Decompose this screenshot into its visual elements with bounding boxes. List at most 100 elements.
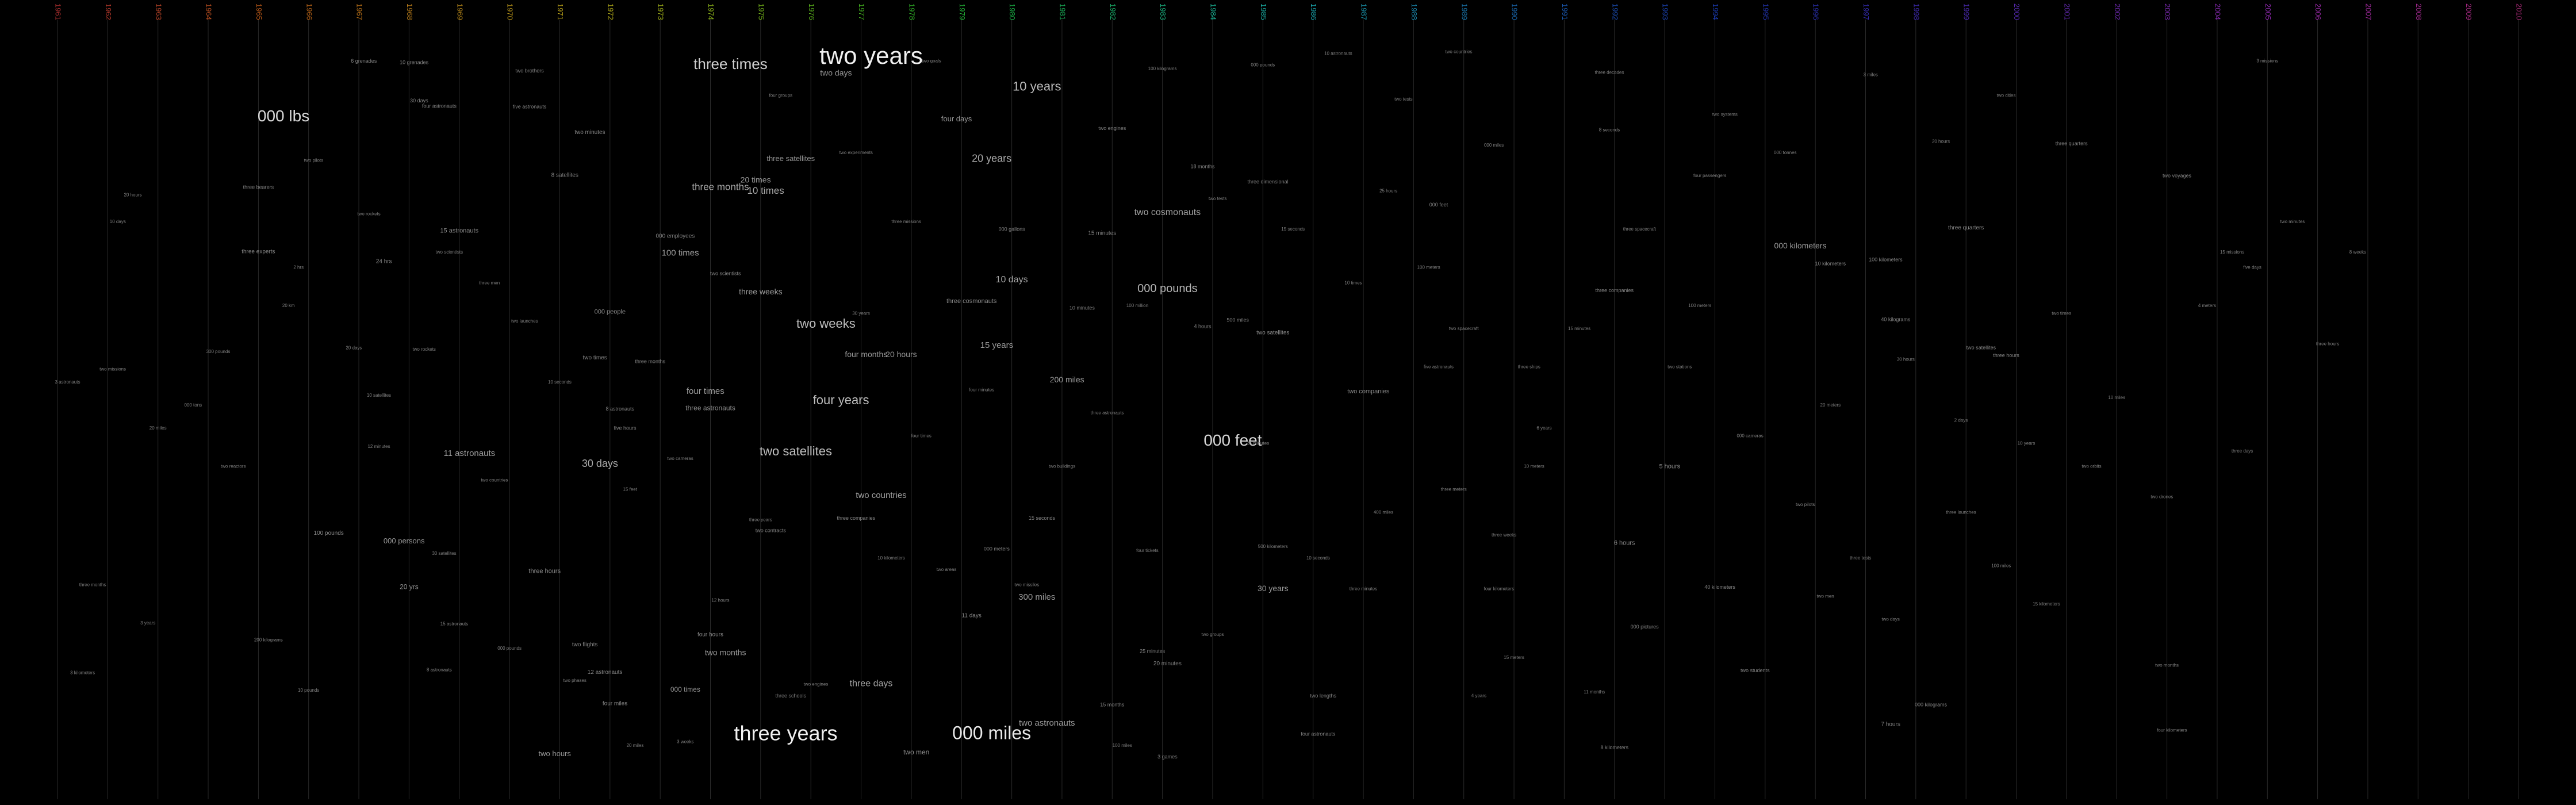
phrase-point: two orbits	[2082, 464, 2101, 469]
phrase-point: 000 lbs	[258, 107, 309, 125]
year-tick-label: 2002	[2113, 3, 2122, 20]
phrase-point: 10 days	[110, 219, 126, 224]
phrase-point: two hours	[539, 749, 572, 758]
phrase-point: 18 months	[1190, 163, 1215, 169]
phrase-point: three astronauts	[1091, 410, 1124, 415]
phrase-point: 300 miles	[1018, 592, 1055, 602]
phrase-point: 3 games	[1157, 754, 1178, 760]
phrase-point: 40 kilometers	[1704, 584, 1735, 590]
phrase-point: 3 kilometers	[70, 670, 95, 676]
year-tick-label: 1978	[907, 3, 916, 20]
phrase-point: 30 satellites	[432, 551, 456, 556]
year-tick-label: 1986	[1309, 3, 1318, 20]
phrase-point: three schools	[775, 693, 806, 699]
year-tick-label: 1990	[1511, 3, 1519, 20]
phrase-point: 15 feet	[623, 486, 638, 492]
phrase-point: two spacecraft	[1449, 326, 1479, 331]
year-tick-label: 1998	[1912, 3, 1920, 20]
phrase-point: 4 years	[1471, 693, 1486, 699]
phrase-point: two years	[819, 42, 923, 69]
year-tick-label: 1997	[1862, 3, 1870, 20]
phrase-point: two groups	[1201, 632, 1224, 637]
phrase-point: 3 miles	[1864, 72, 1878, 78]
year-tick-label: 1993	[1661, 3, 1670, 20]
phrase-point: three meters	[1441, 486, 1467, 492]
phrase-point: 15 seconds	[1281, 227, 1305, 232]
phrase-point: 100 kilograms	[1148, 66, 1177, 71]
phrase-point: 4 hours	[1194, 323, 1212, 329]
phrase-point: 20 yrs	[400, 583, 419, 591]
phrase-point: two times	[2052, 311, 2071, 316]
phrase-point: 000 pounds	[1137, 282, 1198, 295]
phrase-point: 5 hours	[1659, 463, 1680, 470]
phrase-point: two areas	[937, 567, 957, 572]
phrase-point: 000 employees	[656, 233, 695, 240]
year-tick-label: 1996	[1812, 3, 1820, 20]
year-tick-label: 2005	[2264, 3, 2272, 20]
year-tick-label: 2010	[2515, 3, 2524, 20]
phrase-point: four years	[813, 393, 869, 407]
phrase-point: three satellites	[766, 154, 815, 163]
phrase-point: 3 years	[140, 620, 155, 626]
phrase-point: 15 months	[1100, 702, 1125, 708]
phrase-point: three months	[79, 582, 106, 588]
phrase-point: 8 weeks	[2349, 250, 2366, 255]
phrase-point: four minutes	[969, 388, 994, 393]
year-tick-label: 1967	[355, 3, 364, 20]
phrase-point: 6 grenades	[351, 58, 377, 64]
phrase-point: 100 meters	[1688, 303, 1711, 308]
phrase-point: 20 meters	[1820, 402, 1841, 408]
phrase-point: five astronauts	[1424, 365, 1454, 370]
phrase-point: two contracts	[756, 527, 787, 533]
phrase-point: 100 miles	[1991, 563, 2011, 568]
phrase-point: two experiments	[839, 150, 873, 155]
phrase-point: two satellites	[1966, 345, 1996, 351]
phrase-point: four months	[845, 350, 887, 359]
year-tick-label: 2001	[2063, 3, 2071, 20]
phrase-point: five hours	[614, 425, 637, 431]
phrase-point: 10 satellites	[367, 393, 391, 398]
phrase-point: two pilots	[1796, 502, 1815, 507]
phrase-point: 10 pounds	[298, 688, 319, 693]
phrase-point: two engines	[1098, 125, 1126, 131]
phrase-point: five days	[2243, 265, 2261, 270]
phrase-point: two missions	[99, 367, 126, 372]
year-tick-label: 1973	[657, 3, 665, 20]
phrase-point: two rockets	[412, 347, 435, 352]
phrase-point: 11 days	[962, 612, 982, 619]
phrase-point: 100 miles	[1113, 743, 1132, 748]
phrase-point: 000 kilometers	[1774, 241, 1826, 250]
phrase-point: 10 times	[747, 185, 784, 196]
phrase-point: two minutes	[574, 129, 605, 136]
phrase-point: three bearers	[243, 184, 274, 190]
phrase-point: 15 minutes	[1088, 230, 1116, 236]
year-tick-label: 1994	[1711, 3, 1720, 20]
phrase-point: 000 persons	[384, 536, 425, 545]
phrase-point: 10 grenades	[400, 60, 429, 66]
phrase-point: three times	[693, 55, 768, 72]
phrase-point: 000 tonnes	[1774, 150, 1797, 155]
phrase-point: 15 astronauts	[440, 228, 478, 235]
phrase-point: two voyages	[2163, 172, 2192, 178]
year-tick-label: 1983	[1159, 3, 1167, 20]
phrase-point: 11 months	[1584, 689, 1605, 695]
phrase-point: 20 hours	[124, 192, 141, 197]
phrase-point: 100 pounds	[314, 530, 344, 536]
phrase-point: four times	[687, 386, 724, 396]
phrase-point: 25 hours	[1379, 189, 1397, 194]
year-tick-label: 1992	[1611, 3, 1619, 20]
phrase-point: 20 miles	[627, 743, 644, 748]
phrase-point: three companies	[1595, 288, 1634, 293]
phrase-point: two drones	[2150, 494, 2173, 500]
year-tick-label: 1975	[757, 3, 765, 20]
phrase-point: 500 kilometers	[1258, 544, 1288, 549]
phrase-point: 100 kilometers	[1869, 257, 1903, 263]
phrase-point: four kilometers	[1484, 586, 1514, 591]
phrase-point: three hours	[528, 568, 561, 575]
phrase-point: two months	[2155, 662, 2179, 668]
phrase-point: 10 seconds	[1306, 555, 1330, 561]
phrase-point: 10 years	[1013, 79, 1061, 94]
phrase-point: four tickets	[1136, 548, 1159, 553]
phrase-point: 000 miles	[1484, 143, 1504, 148]
